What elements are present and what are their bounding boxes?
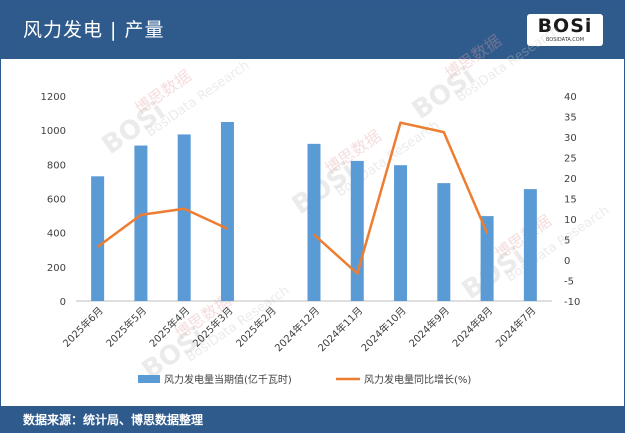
- bar: [523, 189, 537, 301]
- y-right-tick-label: -5: [564, 277, 574, 288]
- x-tick-label: 2024年7月: [493, 304, 539, 350]
- y-left-tick-label: 200: [47, 263, 66, 274]
- y-right-tick-label: 5: [564, 236, 570, 247]
- bar: [307, 143, 321, 301]
- y-left-tick-label: 1200: [41, 92, 66, 103]
- y-right-tick-label: 15: [564, 195, 577, 206]
- logo-text: BOSi: [537, 15, 593, 37]
- bar: [480, 216, 494, 301]
- page-title: 风力发电 | 产量: [23, 19, 165, 41]
- x-tick-label: 2024年11月: [315, 304, 365, 354]
- y-left-tick-label: 600: [47, 195, 66, 206]
- x-tick-label: 2025年5月: [103, 304, 149, 350]
- footer-bar: 数据来源：统计局、博思数据整理: [1, 406, 624, 432]
- bar: [220, 121, 234, 301]
- y-left-tick-label: 400: [47, 229, 66, 240]
- x-tick-label: 2024年8月: [449, 304, 495, 350]
- bar: [177, 134, 191, 301]
- y-right-tick-label: 10: [564, 215, 577, 226]
- bar: [350, 160, 364, 301]
- legend-swatch-bar: [138, 375, 160, 383]
- x-tick-label: 2024年10月: [358, 304, 408, 354]
- bar: [437, 183, 451, 301]
- x-tick-label: 2025年6月: [60, 304, 106, 350]
- y-right-tick-label: 20: [564, 174, 577, 185]
- y-right-tick-label: 35: [564, 113, 577, 124]
- y-right-tick-label: 0: [564, 256, 570, 267]
- header-bar: 风力发电 | 产量 BOSi BOSIDATA.COM: [1, 1, 624, 59]
- y-right-tick-label: 40: [564, 92, 577, 103]
- y-left-tick-label: 0: [60, 297, 66, 308]
- data-source: 数据来源：统计局、博思数据整理: [23, 413, 204, 427]
- x-tick-label: 2024年9月: [406, 304, 452, 350]
- bar: [394, 165, 408, 301]
- growth-line: [96, 207, 229, 248]
- bar: [134, 145, 148, 301]
- legend-label-bar: 风力发电量当期值(亿千瓦时): [164, 373, 292, 386]
- growth-line: [313, 121, 489, 275]
- legend-label-line: 风力发电量同比增长(%): [364, 373, 471, 386]
- y-left-tick-label: 1000: [41, 126, 66, 137]
- y-left-tick-label: 800: [47, 160, 66, 171]
- logo-subtext: BOSIDATA.COM: [545, 37, 585, 43]
- bosi-logo: BOSi BOSIDATA.COM: [527, 14, 603, 46]
- y-right-tick-label: 30: [564, 133, 577, 144]
- bar: [91, 176, 105, 301]
- y-right-tick-label: 25: [564, 154, 577, 165]
- y-right-tick-label: -10: [564, 297, 580, 308]
- x-tick-label: 2024年12月: [272, 304, 322, 354]
